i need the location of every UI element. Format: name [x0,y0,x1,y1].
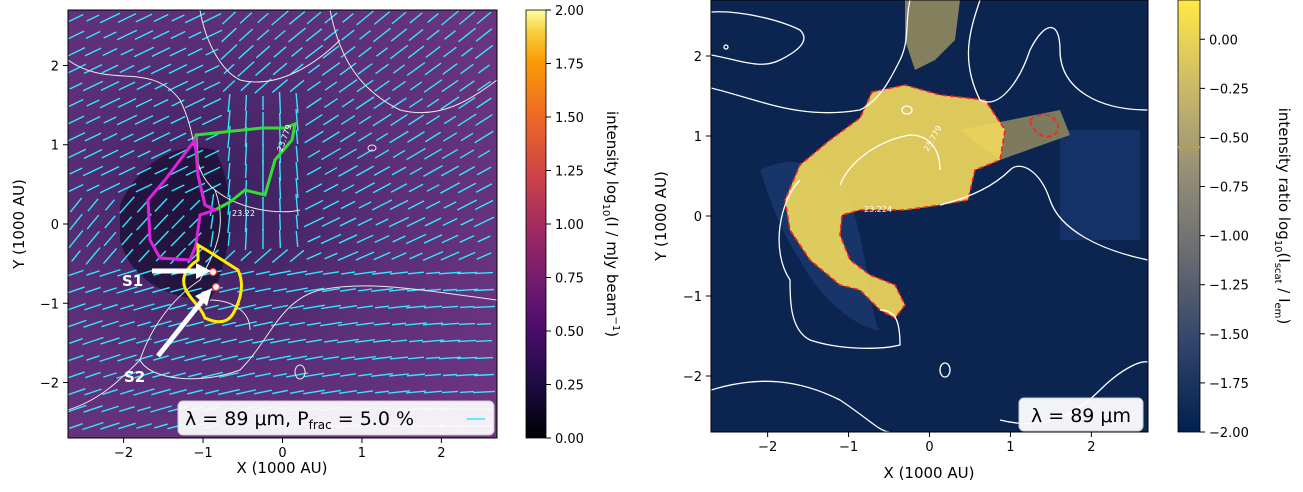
x-tick-label: −2 [758,440,777,455]
left-y-ticks: −2 −1 0 1 2 [40,59,68,391]
colorbar-tick-label: 0.00 [555,432,584,447]
s1-label: S1 [122,272,143,290]
colorbar-tick-label: 0.50 [555,325,584,340]
colorbar-tick-label: 1.25 [555,165,584,180]
contour-label-1: 23.22 [232,209,255,218]
polarization-vector [246,95,247,111]
polarization-vector [476,341,492,342]
s2-label: S2 [124,368,145,386]
polarization-vector [280,198,281,212]
polarization-vector [280,177,281,199]
left-colorbar-ticks: 0.00 0.25 0.50 0.75 1.00 1.25 1.50 1.75 2.00 [546,4,584,447]
right-colorbar-ticks: 0.00 −0.25 −0.50 −0.75 −1.00 −1.25 −1.50 −1.75 −… [1200,33,1249,441]
colorbar-tick-label: 1.00 [555,218,584,233]
right-x-ticks: −2 −1 0 1 2 [758,432,1095,455]
colorbar-tick-label: 1.75 [555,58,584,73]
colorbar-tick-label: −0.25 [1209,82,1249,97]
source-s1-dot [210,269,217,276]
right-colorbar [1178,0,1200,432]
x-tick-label: 1 [1006,440,1014,455]
x-tick-label: 2 [1087,440,1095,455]
x-tick-label: −1 [839,440,858,455]
colorbar-tick-label: −1.75 [1209,377,1249,392]
polarization-vector [280,214,281,230]
colorbar-tick-label: −1.00 [1209,230,1249,245]
right-contour-label-1: 23.224 [864,205,892,214]
y-tick-label: 1 [694,130,702,145]
polarization-vector [280,230,281,248]
y-tick-label: 0 [694,210,702,225]
left-panel: 23.22 23.779 S1 S2 λ = 89 μm, Pfrac = 5.… [10,4,621,477]
x-tick-label: 2 [437,446,445,461]
polarization-vector [460,392,474,393]
polarization-vector [246,111,247,129]
y-tick-label: 2 [51,59,59,74]
y-tick-label: −1 [40,297,59,312]
polarization-vector [246,180,247,196]
left-colorbar-label: intensity log10(I / mJy beam−1) [600,111,621,337]
colorbar-tick-label: 0.75 [555,272,584,287]
right-y-ticks: −2 −1 0 1 2 [683,50,711,385]
y-tick-label: −2 [683,370,702,385]
y-tick-label: 1 [51,139,59,154]
polarization-vector [475,273,493,274]
x-tick-label: −2 [114,446,133,461]
colorbar-tick-label: 0.25 [555,379,584,394]
polarization-vector [474,290,494,291]
y-tick-label: −1 [683,290,702,305]
polarization-vector [460,307,474,308]
colorbar-tick-label: 1.50 [555,111,584,126]
polarization-vector [474,375,494,376]
polarization-vector [280,92,281,114]
colorbar-tick-label: −1.50 [1209,328,1249,343]
colorbar-tick-label: −0.50 [1209,131,1249,146]
x-tick-label: 0 [925,440,933,455]
right-legend-text: λ = 89 μm [1031,405,1131,427]
right-x-label: X (1000 AU) [884,464,975,482]
source-s2-dot [213,284,220,291]
polarization-vector [246,164,247,178]
blue-patch-right [1060,130,1140,240]
right-colorbar-label: intensity ratio log10(Iscat / Iem) [1272,108,1293,325]
polarization-vector [459,324,475,325]
colorbar-tick-label: −1.25 [1209,279,1249,294]
y-tick-label: −2 [40,377,59,392]
left-y-label: Y (1000 AU) [10,179,28,270]
colorbar-tick-label: −0.75 [1209,181,1249,196]
polarization-vector [477,324,491,325]
colorbar-tick-label: 2.00 [555,4,584,19]
y-tick-label: 2 [694,50,702,65]
left-x-label: X (1000 AU) [237,459,328,477]
x-tick-label: 1 [358,446,366,461]
right-y-label: Y (1000 AU) [652,171,670,262]
y-tick-label: 0 [51,218,59,233]
colorbar-tick-label: 0.00 [1209,33,1238,48]
polarization-vector [280,113,281,127]
colorbar-tick-label: −2.00 [1209,426,1249,441]
polarization-vector [475,358,493,359]
left-colorbar [526,10,546,438]
x-tick-label: −1 [193,446,212,461]
left-legend-text: λ = 89 μm, Pfrac = 5.0 % [185,408,414,432]
